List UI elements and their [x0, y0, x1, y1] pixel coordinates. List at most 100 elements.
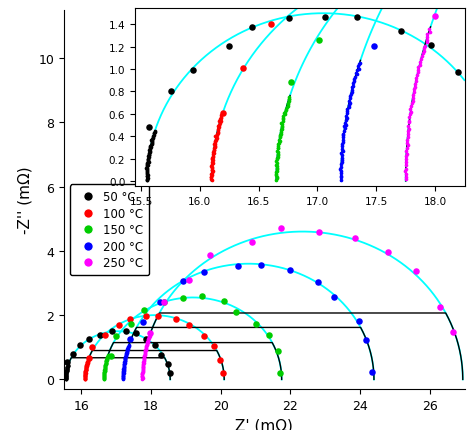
Point [210, 141, 218, 148]
Point [214, 127, 222, 134]
Point [215, 126, 222, 133]
Point [404, 129, 412, 135]
Point [100, 371, 108, 378]
Point [82, 363, 90, 370]
Point [409, 98, 417, 105]
Point [144, 172, 152, 179]
Point [82, 373, 89, 380]
Point [348, 89, 356, 96]
Point [146, 330, 154, 337]
Point [143, 162, 151, 169]
Point [139, 319, 146, 326]
Point [144, 161, 151, 168]
Point [148, 137, 156, 144]
Point [265, 332, 273, 339]
Legend: 50 °C, 100 °C, 150 °C, 200 °C, 250 °C: 50 °C, 100 °C, 150 °C, 200 °C, 250 °C [70, 185, 149, 276]
Point [63, 369, 70, 376]
Point [82, 362, 90, 369]
Point [63, 369, 70, 375]
Point [82, 366, 90, 373]
Point [103, 356, 111, 362]
Point [104, 352, 112, 359]
Point [276, 138, 283, 145]
Point [82, 369, 89, 375]
Point [213, 135, 220, 142]
Point [350, 76, 358, 83]
Point [145, 150, 153, 157]
Point [89, 344, 96, 351]
Point [208, 162, 216, 169]
Point [81, 376, 89, 383]
Point [146, 148, 154, 155]
Point [274, 347, 282, 354]
Point [83, 361, 91, 368]
Point [217, 356, 224, 363]
Point [286, 94, 293, 101]
Point [64, 364, 71, 371]
Point [82, 364, 90, 371]
Point [344, 107, 351, 114]
Point [412, 79, 419, 86]
Point [397, 28, 404, 35]
Point [146, 146, 154, 153]
Point [112, 333, 119, 340]
Point [273, 174, 281, 181]
Point [143, 341, 151, 348]
Point [144, 164, 151, 171]
Point [119, 375, 127, 381]
Point [207, 176, 215, 183]
Point [190, 68, 197, 75]
Point [63, 368, 70, 375]
Point [210, 147, 218, 154]
Point [122, 328, 129, 335]
Point [220, 298, 228, 304]
Point [62, 371, 70, 378]
Point [145, 152, 153, 159]
Point [208, 165, 216, 172]
Point [101, 367, 109, 374]
Point [138, 373, 146, 380]
Point [142, 344, 150, 351]
Point [142, 344, 150, 350]
Point [315, 229, 322, 236]
Point [210, 150, 218, 157]
Point [82, 366, 90, 372]
Point [341, 120, 349, 127]
Point [119, 371, 127, 378]
Point [83, 360, 91, 367]
Point [217, 117, 224, 124]
Point [125, 343, 133, 350]
Point [143, 313, 150, 319]
Point [384, 249, 392, 256]
Point [274, 145, 282, 152]
Point [62, 372, 70, 379]
Point [212, 139, 219, 146]
Point [337, 164, 345, 171]
Point [286, 267, 293, 273]
Point [102, 358, 109, 365]
Point [102, 359, 110, 366]
Point [404, 123, 412, 130]
Point [283, 104, 291, 111]
Point [416, 62, 424, 69]
Point [340, 128, 348, 135]
Point [140, 359, 147, 366]
Point [148, 141, 155, 148]
Point [81, 374, 89, 381]
Point [157, 352, 164, 359]
Point [218, 114, 225, 121]
Point [411, 84, 419, 91]
Point [274, 154, 282, 161]
Point [351, 235, 358, 242]
Point [216, 120, 224, 127]
Point [155, 313, 162, 320]
Point [81, 371, 89, 378]
Point [101, 366, 109, 373]
Point [341, 126, 348, 132]
Point [63, 366, 71, 373]
Point [138, 375, 146, 382]
Point [267, 22, 275, 29]
Point [101, 368, 109, 375]
Point [355, 66, 363, 73]
Point [282, 107, 289, 114]
